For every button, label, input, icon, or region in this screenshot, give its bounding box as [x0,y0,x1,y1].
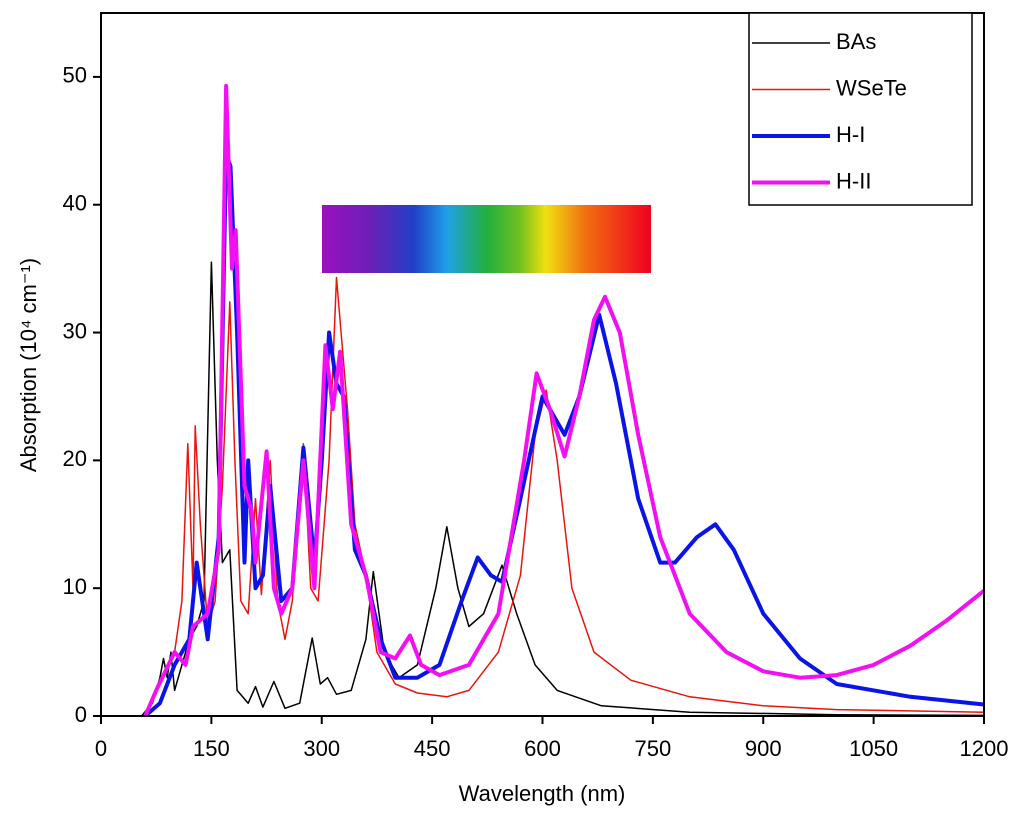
x-tick-label: 600 [524,736,561,761]
legend-label: H-II [836,168,871,193]
x-tick-label: 1200 [960,736,1009,761]
x-tick-label: 300 [303,736,340,761]
x-tick-label: 0 [95,736,107,761]
x-axis-label: Wavelength (nm) [459,781,626,806]
x-tick-label: 1050 [849,736,898,761]
legend-label: WSeTe [836,75,907,100]
y-tick-label: 40 [63,191,87,216]
visible-spectrum [322,205,651,273]
x-tick-label: 750 [635,736,672,761]
series-line [140,261,984,716]
y-tick-label: 10 [63,574,87,599]
legend-label: BAs [836,29,876,54]
y-tick-label: 50 [63,63,87,88]
legend-label: H-I [836,122,865,147]
y-tick-label: 30 [63,318,87,343]
y-tick-label: 20 [63,446,87,471]
y-axis-label: Absorption (10⁴ cm⁻¹) [16,258,41,472]
x-tick-label: 150 [193,736,230,761]
x-tick-label: 450 [414,736,451,761]
x-tick-label: 900 [745,736,782,761]
y-tick-label: 0 [75,702,87,727]
series-line [143,83,984,716]
legend [748,12,973,206]
